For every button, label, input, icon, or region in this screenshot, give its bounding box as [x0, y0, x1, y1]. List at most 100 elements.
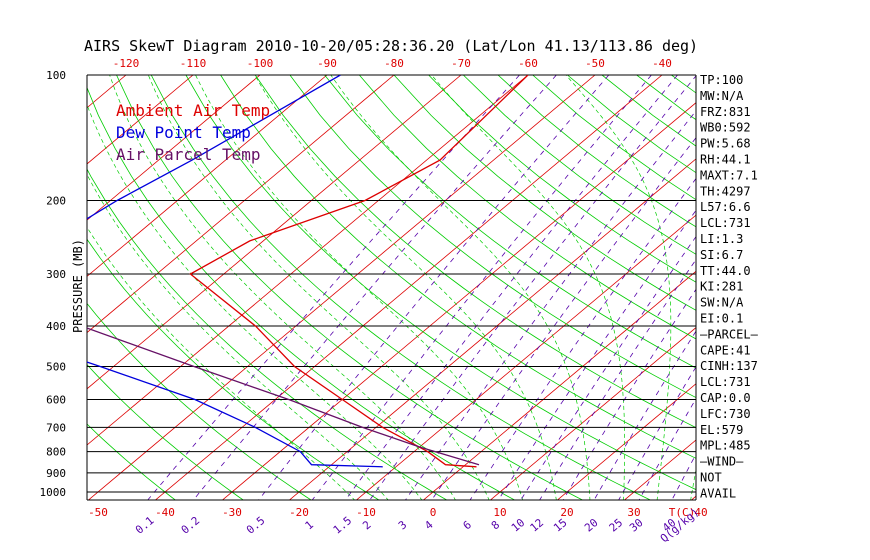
stat-item: KI:281 — [700, 280, 743, 294]
dry-adiabat-line — [87, 423, 177, 500]
stat-item: FRZ:831 — [700, 105, 751, 119]
stat-item: RH:44.1 — [700, 153, 751, 167]
mixing-ratio-label: 8 — [489, 518, 502, 532]
mixing-ratio-line — [520, 235, 696, 500]
mixing-ratio-line — [192, 75, 557, 500]
mixing-ratio-line — [147, 75, 520, 500]
pressure-tick-label: 1000 — [40, 486, 67, 499]
dry-adiabat-line — [254, 75, 696, 429]
mixing-ratio-line — [311, 75, 652, 500]
mixing-ratio-line — [497, 209, 696, 500]
stat-item: LI:1.3 — [700, 232, 743, 246]
moist-adiabat-line — [109, 75, 456, 500]
dry-adiabat-line — [87, 364, 244, 500]
mixing-ratio-line — [431, 137, 696, 500]
pressure-tick-label: 100 — [46, 69, 66, 82]
stat-item: LFC:730 — [700, 407, 751, 421]
mixing-ratio-line — [539, 258, 696, 500]
dry-adiabat-line — [324, 75, 696, 369]
stat-item: AVAIL — [700, 486, 736, 500]
mixing-ratio-label: 0.2 — [179, 514, 203, 537]
stat-item: LCL:731 — [700, 216, 751, 230]
y-axis-label: PRESSURE (MB) — [71, 239, 85, 333]
mixing-ratio-line — [369, 75, 696, 500]
mixing-ratio-label: 25 — [607, 516, 626, 534]
dry-adiabat-line — [463, 75, 696, 255]
bottom-temp-tick-label: 30 — [627, 506, 640, 519]
series-line-ambient-air-temp — [189, 75, 529, 468]
bottom-temp-tick-label: 40 — [694, 506, 707, 519]
isotherm-line — [221, 102, 696, 500]
stat-item: L57:6.6 — [700, 200, 751, 214]
top-temp-tick-label: -110 — [180, 57, 207, 70]
series-line-air-parcel-temp — [87, 327, 480, 466]
isotherm-line — [556, 383, 696, 500]
top-temp-tick-label: -40 — [652, 57, 672, 70]
isotherm-line — [87, 75, 395, 334]
stat-item: WB0:592 — [700, 121, 751, 135]
stat-item: SW:N/A — [700, 296, 744, 310]
isotherm-line — [288, 158, 696, 500]
isotherm-line — [87, 75, 127, 109]
stat-item: CAP:0.0 — [700, 391, 751, 405]
stat-item: TT:44.0 — [700, 264, 751, 278]
bottom-temp-tick-label: 0 — [430, 506, 437, 519]
bottom-temp-tick-label: -50 — [88, 506, 108, 519]
stat-item: SI:6.7 — [700, 248, 743, 262]
mixing-ratio-label: 0.1 — [133, 514, 157, 537]
isotherm-line — [0, 75, 59, 501]
mixing-ratio-label: 6 — [461, 518, 474, 532]
bottom-temp-tick-label: -20 — [289, 506, 309, 519]
pressure-tick-label: 900 — [46, 467, 66, 480]
series-line-dew-point-temp — [87, 75, 383, 468]
top-temp-tick-label: -100 — [247, 57, 274, 70]
mixing-ratio-line — [344, 75, 678, 500]
mixing-ratio-label: 1.5 — [331, 514, 355, 537]
isotherm-line — [154, 75, 663, 500]
moist-adiabat-line — [254, 75, 557, 500]
dry-adiabat-line — [87, 238, 380, 500]
dry-adiabat-line — [116, 75, 584, 500]
pressure-tick-label: 600 — [46, 393, 66, 406]
mixing-ratio-line — [671, 453, 696, 500]
bottom-temp-tick-label: 10 — [493, 506, 506, 519]
bottom-temp-tick-label: -10 — [356, 506, 376, 519]
stat-item: TP:100 — [700, 73, 743, 87]
stat-item: CAPE:41 — [700, 343, 751, 357]
moist-adiabat-line — [565, 75, 672, 500]
bottom-temp-tick-label: 20 — [560, 506, 573, 519]
stat-item: EI:0.1 — [700, 312, 743, 326]
moist-adiabat-line — [147, 75, 490, 500]
bottom-temp-tick-label: -30 — [222, 506, 242, 519]
moist-adiabat-line — [87, 103, 423, 500]
stat-item: –PARCEL– — [700, 327, 759, 341]
isotherm-line — [87, 75, 596, 500]
mixing-ratio-label: 3 — [396, 518, 409, 532]
stat-item: CINH:137 — [700, 359, 758, 373]
dry-adiabat-line — [87, 86, 516, 500]
isotherm-line — [87, 75, 194, 165]
stat-item: –WIND– — [700, 455, 744, 469]
mixing-ratio-label: 4 — [422, 518, 436, 532]
mixing-ratio-label: 0.5 — [244, 514, 268, 537]
top-temp-tick-label: -90 — [317, 57, 337, 70]
top-temp-tick-label: -60 — [518, 57, 538, 70]
dry-adiabat-line — [150, 75, 652, 500]
pressure-tick-label: 300 — [46, 268, 66, 281]
legend-ambient-air-temp: Ambient Air Temp — [116, 101, 270, 120]
isotherm-line — [422, 270, 696, 500]
isotherm-line — [824, 75, 870, 501]
mixing-ratio-line — [638, 397, 696, 500]
pressure-tick-label: 500 — [46, 360, 66, 373]
moist-adiabat-line — [195, 75, 524, 500]
stat-item: EL:579 — [700, 423, 743, 437]
mixing-ratio-line — [258, 75, 610, 500]
stat-item: LCL:731 — [700, 375, 751, 389]
dry-adiabat-line — [741, 75, 870, 501]
moist-adiabat-line — [87, 226, 356, 500]
dry-adiabat-line — [393, 75, 696, 311]
dry-adiabat-line — [358, 75, 696, 340]
temp-unit-label: T(C) — [669, 506, 696, 519]
mixing-ratio-line — [469, 177, 696, 500]
